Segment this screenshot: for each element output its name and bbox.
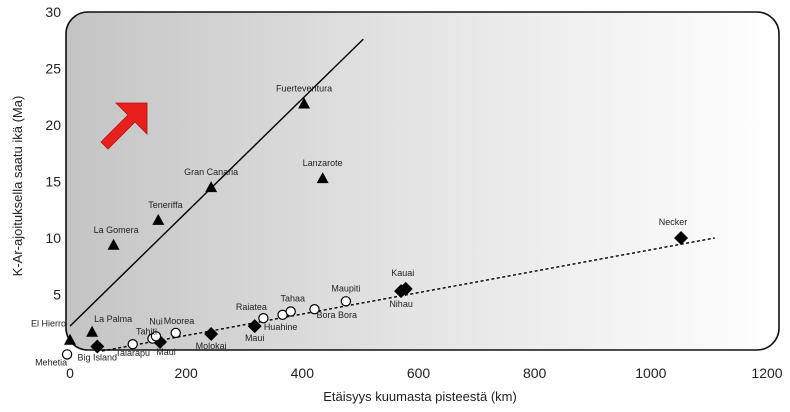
point-label-bora-bora: Bora Bora — [317, 310, 358, 320]
point-label-tahiti: Tahiti — [136, 327, 157, 337]
point-label-molokai: Molokai — [196, 341, 227, 351]
circle-point-mehetia — [61, 349, 73, 360]
y-tick-label: 10 — [45, 230, 61, 246]
triangle-point-la-gomera — [107, 238, 120, 250]
triangle-point-fuerteventura — [298, 97, 311, 109]
triangle-point-la-palma — [86, 325, 99, 337]
x-tick-label: 1000 — [635, 365, 666, 381]
point-label-big-island: Big Island — [78, 352, 118, 362]
y-tick-label: 30 — [45, 4, 61, 20]
y-axis-label: K-Ar-ajoituksella saatu ikä (Ma) — [10, 96, 25, 277]
point-label-huahine: Huahine — [264, 322, 298, 332]
point-label-taiarapu: Taiarapu — [115, 348, 150, 358]
point-label-teneriffa: Teneriffa — [148, 200, 182, 210]
triangle-point-teneriffa — [152, 213, 165, 225]
point-label-fuerteventura: Fuerteventura — [276, 84, 332, 94]
x-tick-label: 1200 — [751, 365, 782, 381]
y-tick-label: 25 — [45, 61, 61, 77]
circle-point-maupiti — [340, 296, 352, 307]
diamond-point-kauai — [398, 281, 413, 296]
point-label-maupiti: Maupiti — [331, 283, 360, 293]
diamond-point-necker — [674, 231, 689, 245]
point-label-maui: Maui — [156, 347, 176, 357]
x-tick-label: 800 — [523, 365, 547, 381]
point-label-el-hierro: El Hierro — [31, 319, 66, 329]
x-tick-label: 0 — [66, 365, 74, 381]
red-arrow — [100, 102, 148, 150]
point-label-nui: Nui — [149, 316, 163, 326]
circle-point-raiatea — [258, 313, 269, 324]
x-tick-label: 400 — [291, 365, 315, 381]
x-tick-label: 200 — [174, 365, 198, 381]
plot-frame — [65, 11, 780, 351]
triangle-point-el-hierro — [64, 333, 76, 345]
circle-point-moorea — [170, 327, 181, 339]
circle-point-nui — [150, 331, 162, 342]
point-label-kauai: Kauai — [391, 268, 414, 278]
point-label-raiatea: Raiatea — [236, 302, 267, 312]
trend-line-triangle — [69, 38, 364, 327]
diamond-point-molokai — [204, 327, 219, 342]
point-label-nihau: Nihau — [389, 299, 413, 309]
x-axis-label: Etäisyys kuumasta pisteestä (km) — [323, 389, 517, 404]
point-label-necker: Necker — [659, 217, 688, 227]
circle-point-taiarapu — [127, 339, 138, 350]
point-label-moorea: Moorea — [164, 316, 195, 326]
point-label-mehetia: Mehetia — [35, 357, 67, 367]
y-tick-label: 15 — [45, 174, 61, 190]
point-label-gran-canaria: Gran Canaria — [184, 167, 238, 177]
y-tick-label: 20 — [45, 117, 61, 133]
x-tick-label: 600 — [407, 365, 431, 381]
point-label-maui: Maui — [245, 333, 265, 343]
trend-line-diamond — [101, 237, 715, 352]
circle-point-bora-bora — [309, 303, 320, 315]
triangle-point-gran-canaria — [205, 181, 218, 193]
circle-point-tahaa — [285, 306, 296, 317]
point-label-tahaa: Tahaa — [280, 293, 305, 303]
point-label-la-palma: La Palma — [94, 314, 132, 324]
triangle-point-lanzarote — [316, 172, 329, 184]
point-label-la-gomera: La Gomera — [94, 225, 139, 235]
diamond-point-big-island — [90, 339, 105, 354]
diamond-point-maui — [247, 319, 262, 334]
point-label-lanzarote: Lanzarote — [303, 158, 343, 168]
y-tick-label: 5 — [53, 287, 61, 303]
